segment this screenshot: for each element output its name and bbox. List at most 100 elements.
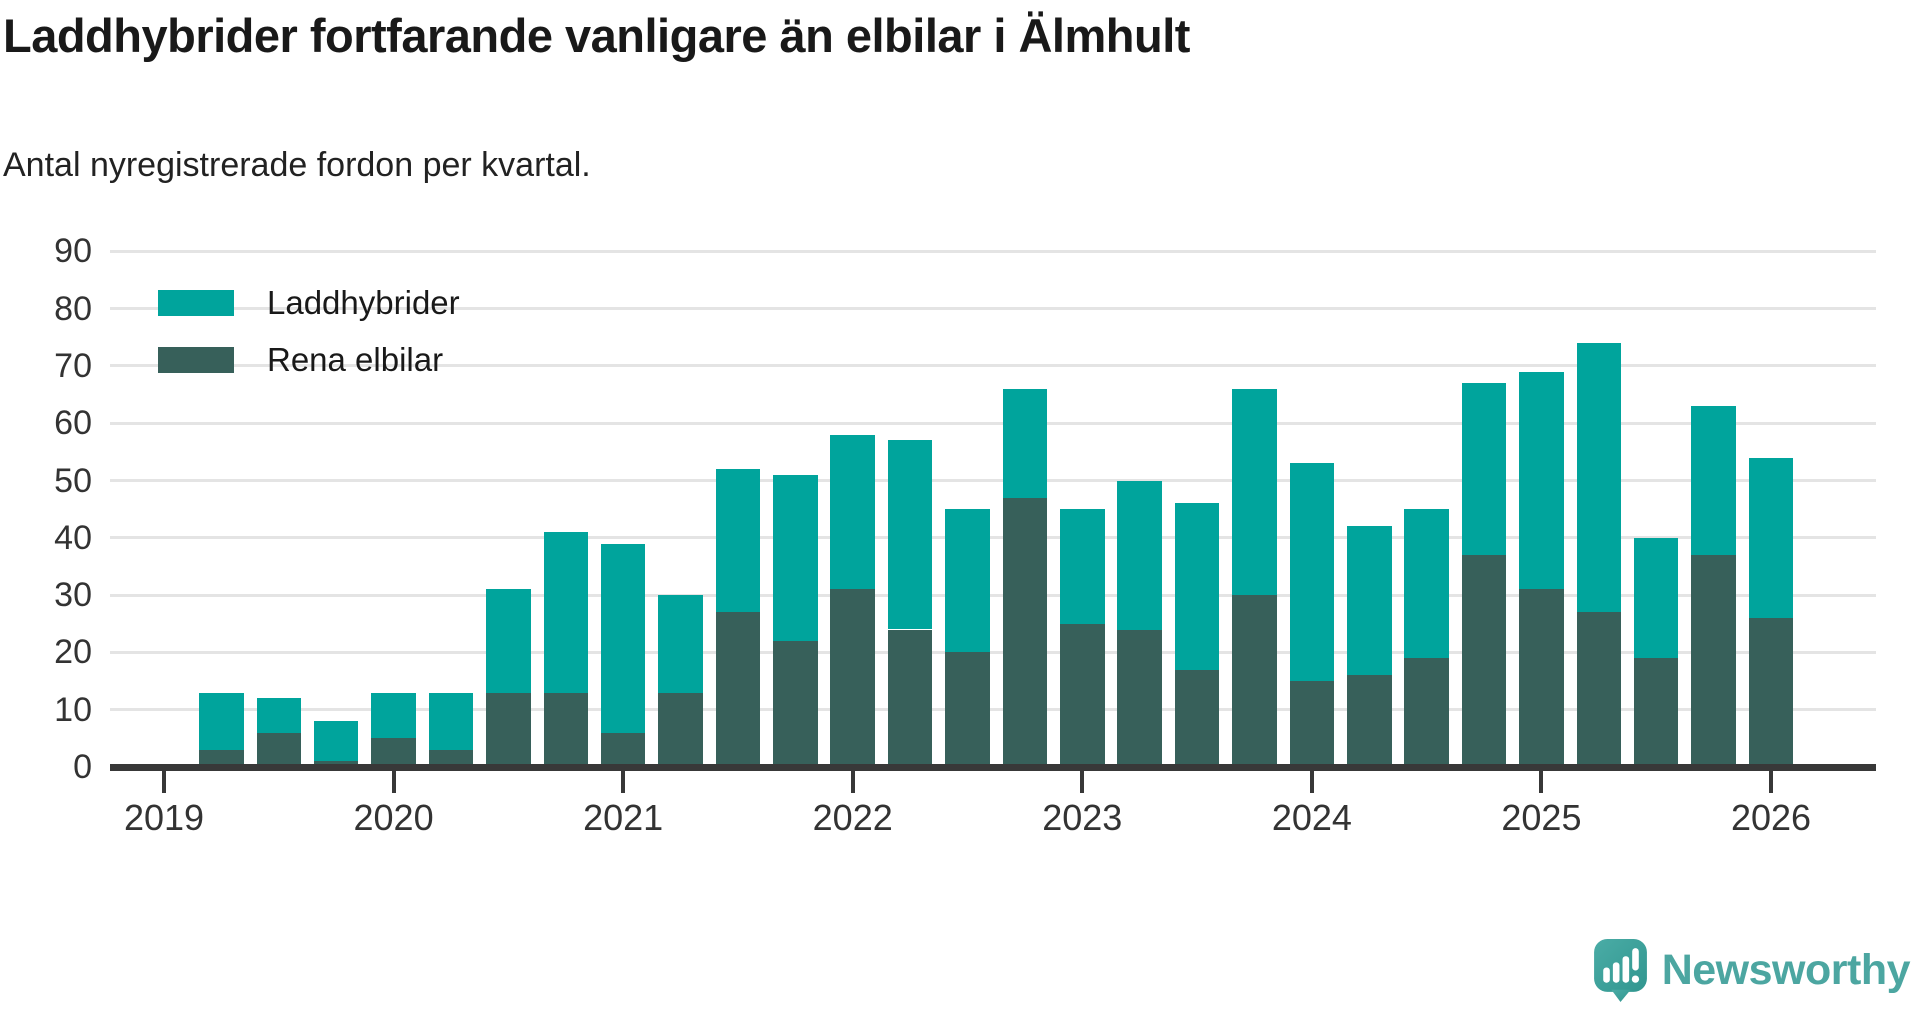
legend-swatch-laddhybrider (158, 290, 234, 316)
legend-item-laddhybrider: Laddhybrider (158, 284, 460, 321)
x-axis-label: 2026 (1730, 797, 1812, 838)
y-axis-label: 50 (54, 461, 92, 500)
y-axis-label: 80 (54, 289, 92, 328)
x-axis-tick (391, 771, 396, 793)
gridline (110, 421, 1876, 425)
x-axis-tick (1309, 771, 1314, 793)
x-axis-label: 2022 (812, 797, 893, 838)
y-axis-label: 60 (54, 404, 92, 443)
bar-segment-laddhybrider (887, 440, 933, 630)
bar-segment-rena-elbilar (887, 629, 933, 767)
bar-segment-laddhybrider (945, 509, 990, 653)
legend-label-rena-elbilar: Rena elbilar (267, 341, 444, 378)
bar-segment-laddhybrider (1117, 480, 1162, 630)
bar-segment-laddhybrider (1404, 509, 1449, 659)
gridline (110, 593, 1876, 597)
bar-segment-rena-elbilar (945, 652, 990, 767)
bar-segment-rena-elbilar (1060, 623, 1105, 767)
bar-segment-laddhybrider (1691, 406, 1736, 556)
bar-segment-laddhybrider (715, 469, 761, 613)
bar-segment-laddhybrider (830, 434, 875, 590)
bar-segment-laddhybrider (773, 474, 818, 641)
y-axis-label: 0 (73, 748, 92, 786)
x-axis-label: 2024 (1271, 797, 1352, 838)
x-axis-label: 2025 (1501, 797, 1582, 838)
bar-segment-laddhybrider (428, 692, 474, 750)
legend-swatch-rena-elbilar (158, 347, 234, 373)
bar-segment-rena-elbilar (1347, 675, 1392, 767)
bar-segment-rena-elbilar (1691, 555, 1736, 767)
gridline (110, 708, 1876, 712)
bar-segment-laddhybrider (1347, 526, 1392, 676)
chart-subtitle: Antal nyregistrerade fordon per kvartal. (3, 146, 591, 184)
bar-segment-laddhybrider (600, 543, 646, 733)
y-axis-label: 30 (54, 576, 92, 615)
bar-segment-rena-elbilar (371, 738, 416, 767)
x-axis-label: 2019 (123, 797, 205, 838)
newsworthy-wordmark: Newsworthy (1661, 945, 1911, 994)
bar-segment-laddhybrider (1576, 343, 1622, 613)
bar-segment-rena-elbilar (600, 732, 646, 767)
bar-segment-rena-elbilar (830, 589, 875, 767)
legend-label-laddhybrider: Laddhybrider (267, 284, 460, 321)
gridline (110, 249, 1876, 253)
x-axis-tick (1769, 771, 1773, 793)
bar-segment-rena-elbilar (1748, 618, 1794, 767)
gridline (110, 364, 1876, 368)
bar-segment-laddhybrider (1748, 457, 1794, 619)
y-axis-label: 20 (54, 633, 92, 672)
y-axis-label: 10 (54, 690, 92, 729)
x-axis-tick (850, 771, 855, 793)
y-axis-label: 40 (54, 518, 92, 557)
bar-segment-laddhybrider (1174, 503, 1220, 670)
gridline (110, 650, 1876, 654)
bar-segment-laddhybrider (371, 692, 416, 739)
gridline (110, 307, 1876, 311)
bar-segment-laddhybrider (1002, 388, 1048, 498)
x-axis-label: 2023 (1042, 797, 1123, 838)
gridline (110, 536, 1876, 540)
bar-segment-laddhybrider (313, 721, 359, 762)
bar-segment-rena-elbilar (543, 692, 588, 767)
bar-segment-laddhybrider (1232, 388, 1277, 596)
bar-segment-rena-elbilar (199, 749, 244, 767)
legend-item-rena-elbilar: Rena elbilar (158, 341, 460, 378)
bar-segment-laddhybrider (1519, 371, 1564, 590)
y-axis-label: 90 (54, 232, 92, 271)
x-axis-tick (1080, 771, 1085, 793)
chart-legend: Laddhybrider Rena elbilar (158, 284, 460, 404)
bar-segment-rena-elbilar (773, 640, 818, 767)
y-axis-label: 70 (54, 346, 92, 385)
chart-title: Laddhybrider fortfarande vanligare än el… (3, 9, 1190, 62)
newsworthy-logo-icon (1593, 939, 1647, 1002)
bar-segment-rena-elbilar (658, 692, 703, 767)
x-axis-tick (1539, 771, 1544, 793)
bar-segment-laddhybrider (199, 692, 244, 750)
bar-segment-rena-elbilar (428, 749, 474, 767)
bar-segment-rena-elbilar (1117, 629, 1162, 767)
bar-segment-rena-elbilar (1002, 497, 1048, 767)
x-axis-label: 2021 (583, 797, 664, 838)
bar-segment-rena-elbilar (1519, 589, 1564, 767)
bar-segment-laddhybrider (1633, 537, 1679, 659)
bar-segment-rena-elbilar (1232, 595, 1277, 767)
x-axis-line (110, 764, 1876, 771)
bar-segment-rena-elbilar (715, 612, 761, 767)
bar-segment-rena-elbilar (1461, 555, 1507, 767)
bar-segment-rena-elbilar (1576, 612, 1622, 767)
bar-segment-laddhybrider (1060, 509, 1105, 624)
x-axis-tick (621, 771, 626, 793)
bar-segment-laddhybrider (658, 595, 703, 693)
gridline (110, 479, 1876, 483)
x-axis-tick (162, 771, 166, 793)
bar-segment-rena-elbilar (486, 692, 531, 767)
bar-segment-laddhybrider (543, 532, 588, 693)
bar-segment-rena-elbilar (1633, 658, 1679, 767)
bar-segment-laddhybrider (256, 698, 302, 733)
bar-segment-rena-elbilar (256, 732, 302, 767)
newsworthy-brand: Newsworthy (1593, 937, 1911, 1002)
bar-segment-laddhybrider (486, 589, 531, 693)
bar-segment-rena-elbilar (1404, 658, 1449, 767)
